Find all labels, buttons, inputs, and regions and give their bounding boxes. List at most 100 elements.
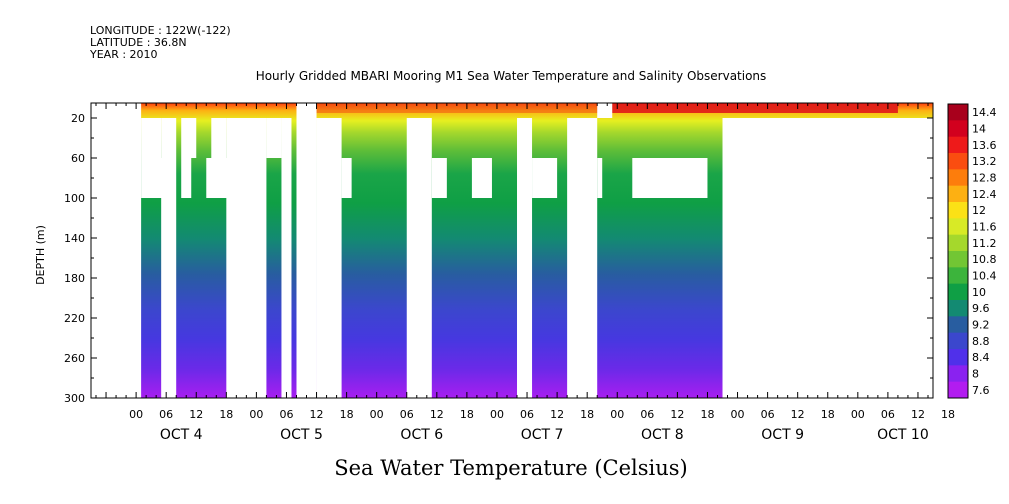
x-tick-label: 06 bbox=[279, 408, 293, 421]
y-tick-label: 180 bbox=[64, 272, 85, 285]
warm-layer-band bbox=[597, 103, 898, 113]
y-tick-label: 140 bbox=[64, 232, 85, 245]
x-tick-label: 12 bbox=[189, 408, 203, 421]
chart-title: Hourly Gridded MBARI Mooring M1 Sea Wate… bbox=[256, 69, 767, 83]
plot-area bbox=[91, 103, 933, 398]
missing-data-region bbox=[722, 118, 933, 398]
colorbar-swatch bbox=[948, 120, 968, 138]
missing-data-region bbox=[211, 118, 227, 158]
colorbar-label: 14 bbox=[972, 123, 986, 136]
colorbar-swatch bbox=[948, 283, 968, 301]
missing-data-region bbox=[316, 118, 342, 398]
colorbar-label: 10.8 bbox=[972, 253, 997, 266]
x-tick-label: 06 bbox=[159, 408, 173, 421]
missing-data-region bbox=[296, 103, 317, 398]
y-tick-label: 100 bbox=[64, 192, 85, 205]
colorbar: 14.4 14 13.6 13.2 12.8 12.4 12 11.6 11.2 10.8 10.4… bbox=[947, 103, 997, 399]
bottom-title: Sea Water Temperature (Celsius) bbox=[334, 456, 688, 480]
colorbar-swatch bbox=[948, 332, 968, 350]
missing-data-region bbox=[181, 158, 192, 198]
day-label: OCT 7 bbox=[521, 427, 564, 443]
missing-data-region bbox=[281, 118, 292, 398]
missing-data-region bbox=[597, 158, 603, 198]
colorbar-label: 12.4 bbox=[972, 188, 997, 201]
colorbar-label: 12.8 bbox=[972, 172, 997, 185]
y-axis-label: DEPTH (m) bbox=[34, 225, 47, 285]
colorbar-label: 10 bbox=[972, 286, 986, 299]
y-axis-ticks bbox=[91, 117, 933, 399]
missing-data-region bbox=[141, 118, 162, 158]
colorbar-label: 11.6 bbox=[972, 221, 997, 234]
colorbar-label: 7.6 bbox=[972, 384, 990, 397]
x-tick-label: 00 bbox=[610, 408, 624, 421]
x-tick-label: 00 bbox=[851, 408, 865, 421]
x-tick-label: 06 bbox=[400, 408, 414, 421]
y-tick-label: 300 bbox=[64, 392, 85, 405]
colorbar-swatch bbox=[948, 251, 968, 268]
x-tick-label: 00 bbox=[129, 408, 143, 421]
missing-data-region bbox=[567, 118, 598, 398]
x-tick-label: 12 bbox=[911, 408, 925, 421]
x-tick-label: 18 bbox=[340, 408, 354, 421]
colorbar-swatch bbox=[948, 316, 968, 334]
colorbar-frame bbox=[947, 103, 969, 399]
missing-data-region bbox=[431, 158, 447, 198]
colorbar-label: 13.6 bbox=[972, 139, 997, 152]
x-axis-day-labels: OCT 4 OCT 5 OCT 6 OCT 7 OCT 8 OCT 9 OCT 10 bbox=[160, 427, 929, 443]
colorbar-swatch bbox=[948, 234, 968, 252]
colorbar-label: 11.2 bbox=[972, 237, 997, 250]
missing-data-region bbox=[632, 158, 708, 198]
x-axis-ticks bbox=[95, 103, 929, 398]
x-axis-tick-labels: 00 06 12 18 00 06 12 18 00 06 12 18 00 06 12 18 00 06 12 18… bbox=[129, 408, 955, 421]
missing-data-region bbox=[91, 103, 142, 398]
longitude-text: LONGITUDE : 122W(-122) bbox=[90, 24, 231, 37]
colorbar-swatch bbox=[948, 218, 968, 236]
x-tick-label: 12 bbox=[670, 408, 684, 421]
x-tick-label: 12 bbox=[430, 408, 444, 421]
y-tick-label: 220 bbox=[64, 312, 85, 325]
surface-warm-layer bbox=[306, 103, 898, 113]
y-axis-tick-labels: 20 60 100 140 180 220 260 300 bbox=[64, 112, 85, 405]
y-tick-label: 60 bbox=[71, 152, 85, 165]
colorbar-label: 13.2 bbox=[972, 155, 997, 168]
missing-data-region bbox=[406, 118, 432, 398]
colorbar-label: 8.8 bbox=[972, 335, 990, 348]
missing-data-region bbox=[226, 118, 267, 398]
x-tick-label: 12 bbox=[310, 408, 324, 421]
latitude-text: LATITUDE : 36.8N bbox=[90, 36, 187, 49]
colorbar-swatch bbox=[948, 349, 968, 366]
colorbar-label: 10.4 bbox=[972, 270, 997, 283]
colorbar-label: 9.6 bbox=[972, 302, 990, 315]
day-label: OCT 4 bbox=[160, 427, 203, 443]
x-tick-label: 18 bbox=[219, 408, 233, 421]
x-tick-label: 00 bbox=[249, 408, 263, 421]
x-tick-label: 06 bbox=[881, 408, 895, 421]
colorbar-label: 12 bbox=[972, 204, 986, 217]
day-label: OCT 6 bbox=[400, 427, 443, 443]
day-label: OCT 9 bbox=[761, 427, 804, 443]
x-tick-label: 18 bbox=[580, 408, 594, 421]
y-tick-label: 260 bbox=[64, 352, 85, 365]
x-tick-label: 06 bbox=[640, 408, 654, 421]
colorbar-swatch bbox=[948, 169, 968, 187]
colorbar-label: 8 bbox=[972, 368, 979, 381]
y-tick-label: 20 bbox=[71, 112, 85, 125]
x-tick-label: 06 bbox=[520, 408, 534, 421]
colorbar-swatch bbox=[948, 185, 968, 203]
missing-data-region bbox=[532, 158, 558, 198]
colorbar-swatch bbox=[948, 104, 968, 121]
missing-data-region bbox=[517, 118, 533, 398]
x-tick-label: 12 bbox=[791, 408, 805, 421]
missing-data-region bbox=[181, 118, 197, 158]
x-tick-label: 18 bbox=[821, 408, 835, 421]
x-tick-label: 00 bbox=[731, 408, 745, 421]
x-tick-label: 18 bbox=[460, 408, 474, 421]
warm-layer-band bbox=[306, 103, 598, 113]
missing-data-region bbox=[341, 158, 352, 198]
colorbar-swatch bbox=[948, 267, 968, 285]
missing-data-region bbox=[266, 118, 282, 158]
year-text: YEAR : 2010 bbox=[89, 48, 158, 61]
missing-data-mask bbox=[91, 103, 933, 398]
colorbar-swatch bbox=[948, 381, 968, 399]
day-label: OCT 10 bbox=[877, 427, 929, 443]
